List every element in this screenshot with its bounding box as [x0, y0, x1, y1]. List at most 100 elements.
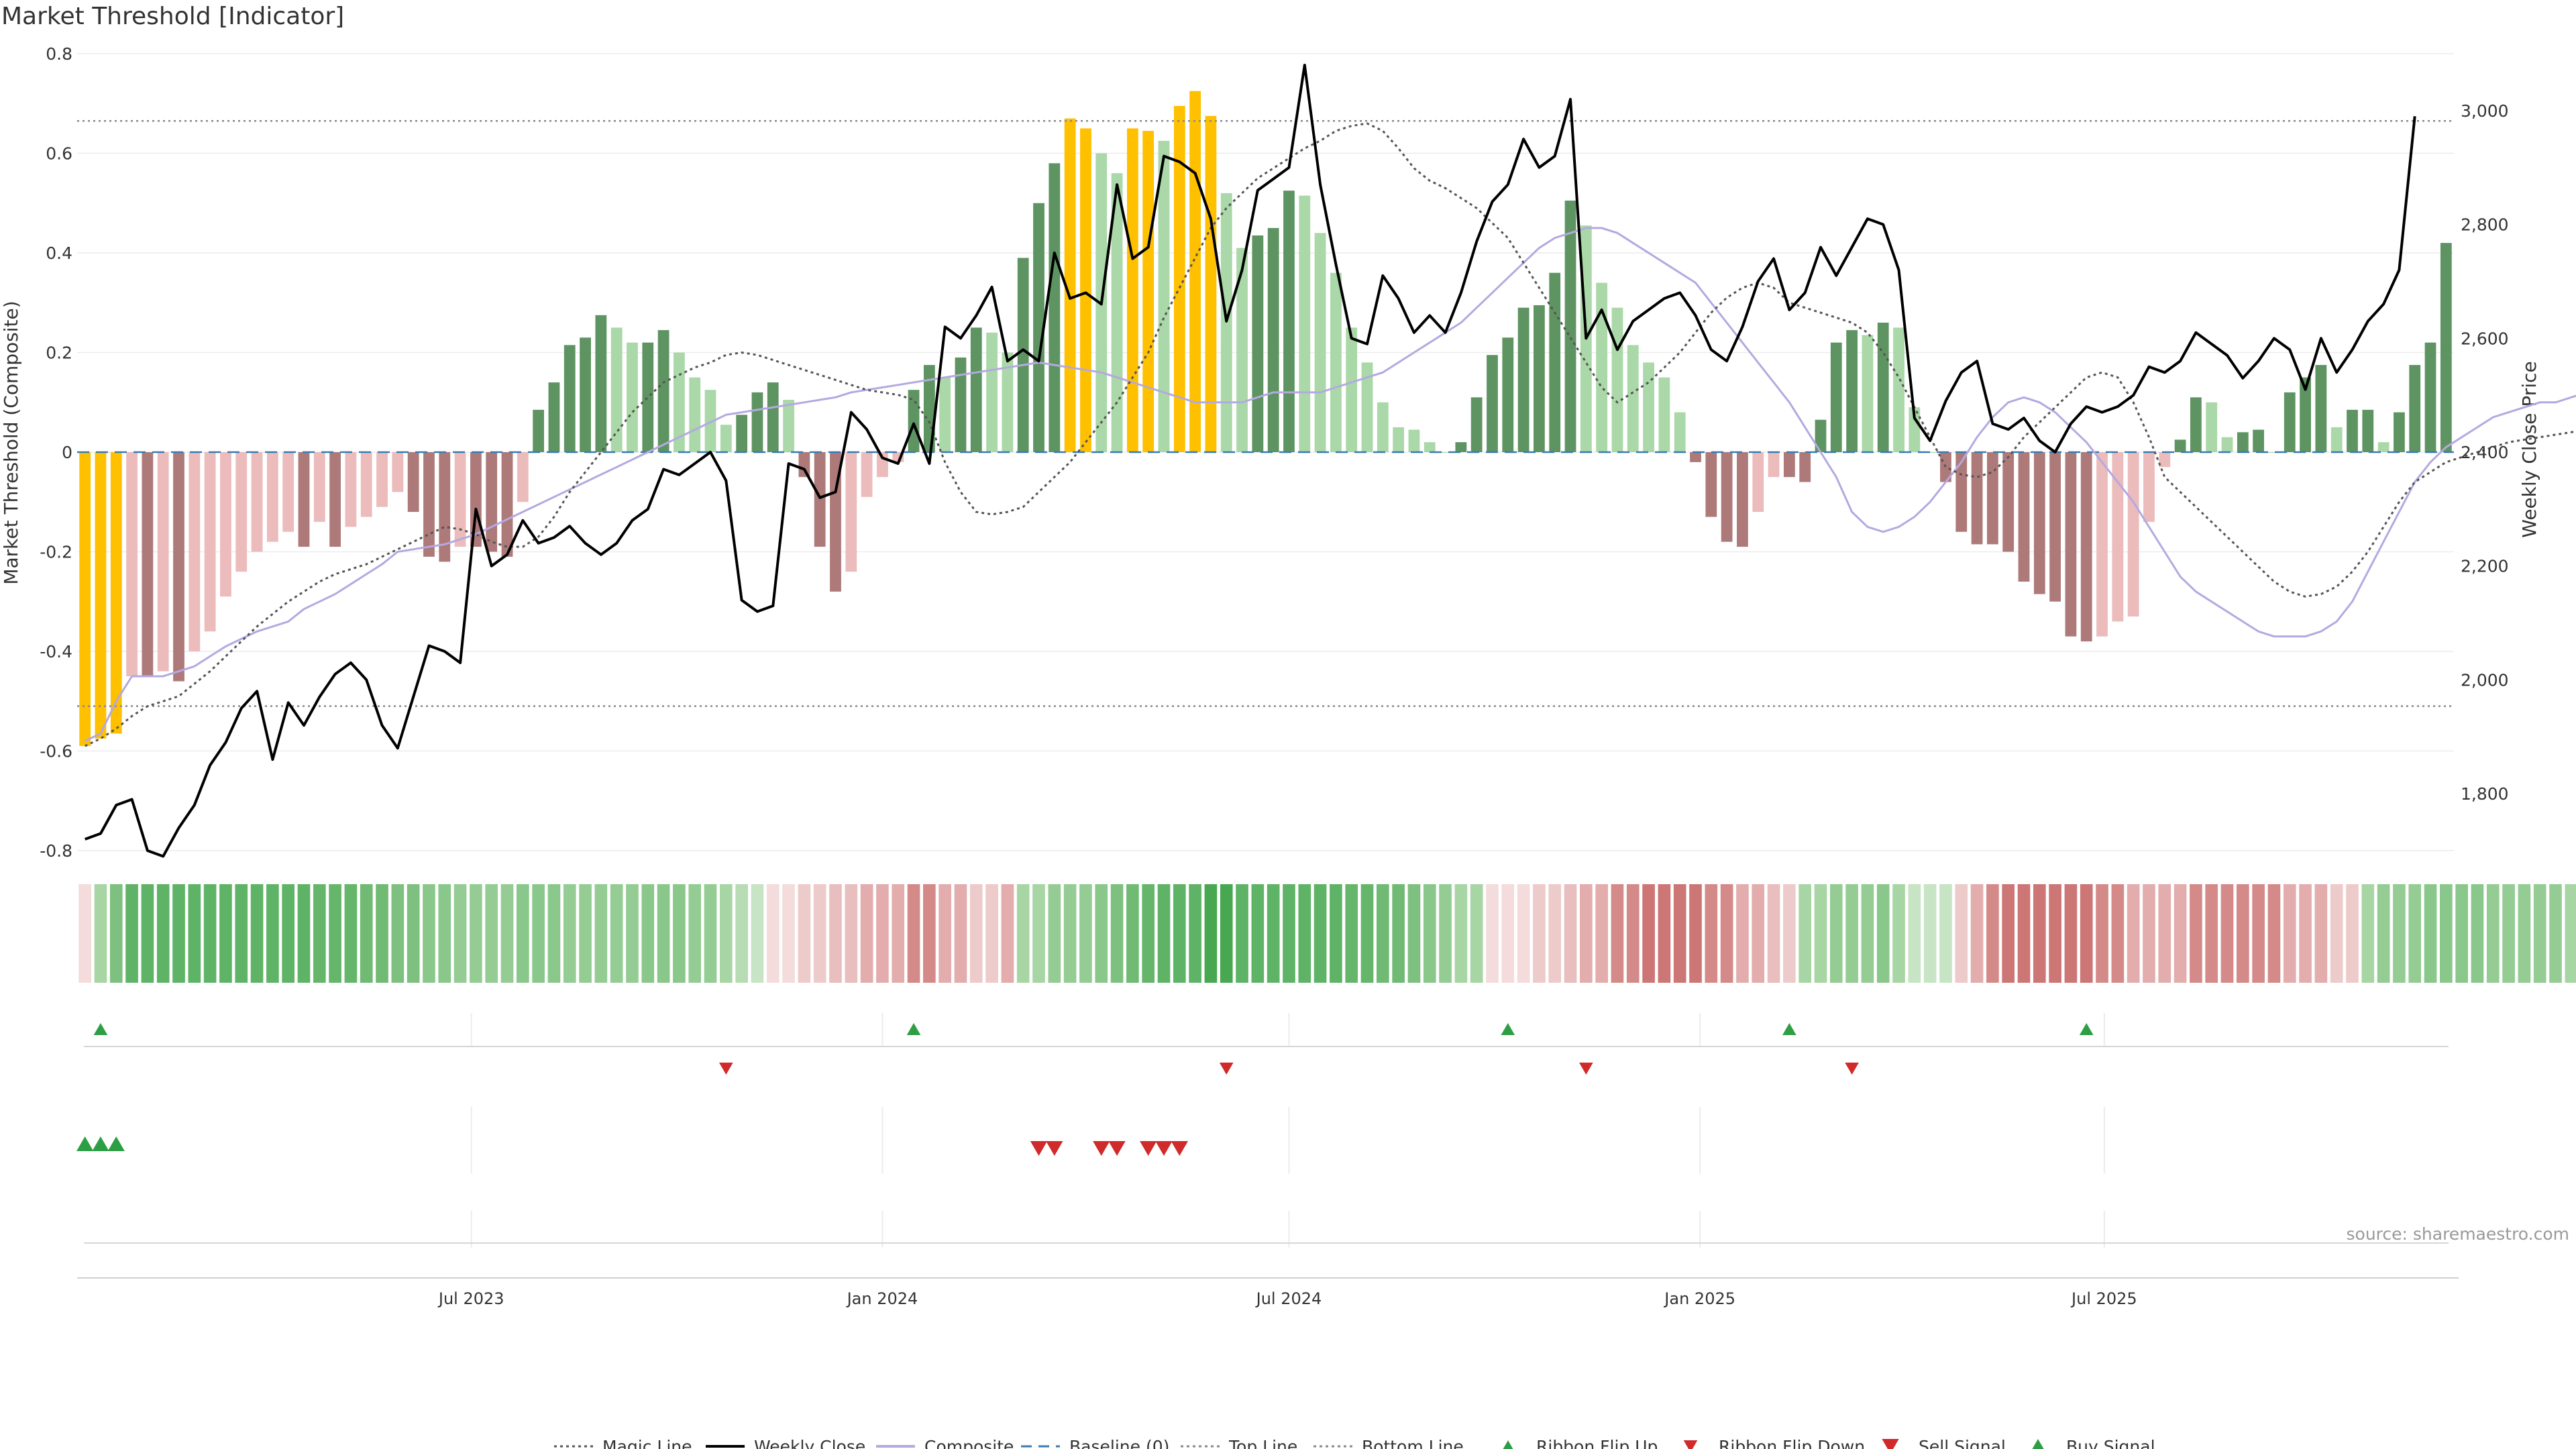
ribbon-cell — [250, 884, 264, 983]
legend-label: Composite — [924, 1437, 1014, 1449]
composite-bar — [2440, 243, 2452, 452]
ribbon-cell — [673, 884, 686, 983]
ribbon-cell — [188, 884, 201, 983]
composite-bar — [1361, 362, 1373, 452]
composite-bar — [861, 452, 873, 497]
ribbon-cell — [94, 884, 107, 983]
legend-item: Weekly Close — [706, 1437, 865, 1449]
composite-bar — [1440, 452, 1451, 453]
composite-bar — [2127, 452, 2139, 617]
bars-layer — [79, 91, 2452, 747]
ribbon-cell — [782, 884, 795, 983]
chart-title: Market Threshold [Indicator] — [1, 3, 344, 30]
composite-bar — [1830, 342, 1842, 452]
ribbon-cell — [1767, 884, 1780, 983]
ribbon-cell — [1110, 884, 1124, 983]
ribbon-cell — [1580, 884, 1593, 983]
ribbon-cell — [735, 884, 748, 983]
ribbon-cell — [453, 884, 467, 983]
composite-bar — [1658, 377, 1670, 452]
weekly-close-line — [85, 64, 2416, 858]
composite-bar — [2002, 452, 2015, 552]
composite-bar — [2159, 452, 2171, 468]
composite-bar — [720, 425, 732, 452]
composite-bar — [95, 452, 107, 739]
composite-bar — [1455, 442, 1467, 452]
composite-bar — [2347, 409, 2358, 452]
composite-bar — [1862, 335, 1874, 452]
composite-bar — [1487, 355, 1498, 452]
ribbon-cell — [1783, 884, 1796, 983]
buy-signal-marker — [92, 1136, 109, 1151]
ribbon-cell — [547, 884, 561, 983]
sell-signal-marker — [1155, 1141, 1173, 1156]
legend-label: Baseline (0) — [1069, 1437, 1169, 1449]
ribbon-cell — [2237, 884, 2249, 983]
ribbon-cell — [485, 884, 498, 983]
ribbon-cell — [1360, 884, 1374, 983]
composite-bar — [1424, 442, 1436, 452]
legend-swatch — [1503, 1440, 1513, 1449]
composite-bar — [1971, 452, 1983, 545]
ribbon-cell — [688, 884, 702, 983]
composite-bar — [407, 452, 419, 513]
ribbon-cell — [1220, 884, 1233, 983]
composite-bar — [939, 377, 951, 452]
composite-bar — [564, 345, 576, 452]
markers-layer — [76, 1023, 2094, 1156]
composite-bar — [674, 352, 685, 452]
composite-bar — [1002, 352, 1014, 452]
composite-bar — [235, 452, 248, 572]
composite-bar — [2409, 365, 2421, 452]
composite-bar — [454, 452, 466, 547]
composite-bar — [1534, 305, 1545, 452]
ribbon-cell — [1126, 884, 1139, 983]
ribbon-cell — [626, 884, 639, 983]
legend-item: Composite — [876, 1437, 1014, 1449]
composite-bar — [345, 452, 357, 527]
ribbon-cell — [1908, 884, 1921, 983]
ribbon-cell — [2502, 884, 2515, 983]
ribbon-cell — [2190, 884, 2202, 983]
ribbon-cell — [892, 884, 905, 983]
y2-tick-label: 2,000 — [2461, 670, 2509, 690]
ribbon-cell — [266, 884, 279, 983]
composite-bar — [2424, 342, 2436, 452]
composite-bar — [2049, 452, 2061, 602]
ribbon-cell — [1486, 884, 1499, 983]
ribbon-flip-up-marker — [93, 1023, 108, 1035]
composite-bar — [1283, 191, 1295, 452]
composite-bar — [517, 452, 529, 502]
ribbon-cell — [391, 884, 405, 983]
y-tick-label: 0.2 — [46, 343, 72, 363]
composite-bar — [282, 452, 294, 532]
x-tick-label: Jul 2024 — [1255, 1289, 1322, 1308]
ribbon-cell — [2080, 884, 2093, 983]
composite-bar — [1173, 105, 1185, 452]
composite-bar — [1783, 452, 1795, 478]
ribbon-cell — [1189, 884, 1201, 983]
y2-tick-label: 3,000 — [2461, 101, 2509, 121]
composite-bar — [329, 452, 341, 547]
composite-bar — [1189, 91, 1201, 452]
composite-bar — [2362, 409, 2374, 452]
ribbon-cell — [423, 884, 435, 983]
composite-bar — [1080, 128, 1091, 452]
composite-bar — [2112, 452, 2124, 622]
legend-item: Buy Signal — [2032, 1437, 2155, 1449]
ribbon-flip-down-marker — [718, 1063, 733, 1075]
ribbon-cell — [1705, 884, 1718, 983]
ribbon-cell — [2205, 884, 2218, 983]
ribbon-cell — [532, 884, 545, 983]
composite-bar — [1252, 235, 1264, 452]
ribbon-cell — [235, 884, 248, 983]
ribbon-cell — [1392, 884, 1405, 983]
composite-bar — [1674, 412, 1686, 452]
x-tick-label: Jan 2025 — [1663, 1289, 1735, 1308]
ribbon-cell — [2143, 884, 2155, 983]
ribbon-cell — [1970, 884, 1984, 983]
ribbon-cell — [2549, 884, 2562, 983]
composite-bar — [908, 390, 920, 452]
sell-signal-marker — [1093, 1141, 1110, 1156]
legend-label: Weekly Close — [754, 1437, 865, 1449]
